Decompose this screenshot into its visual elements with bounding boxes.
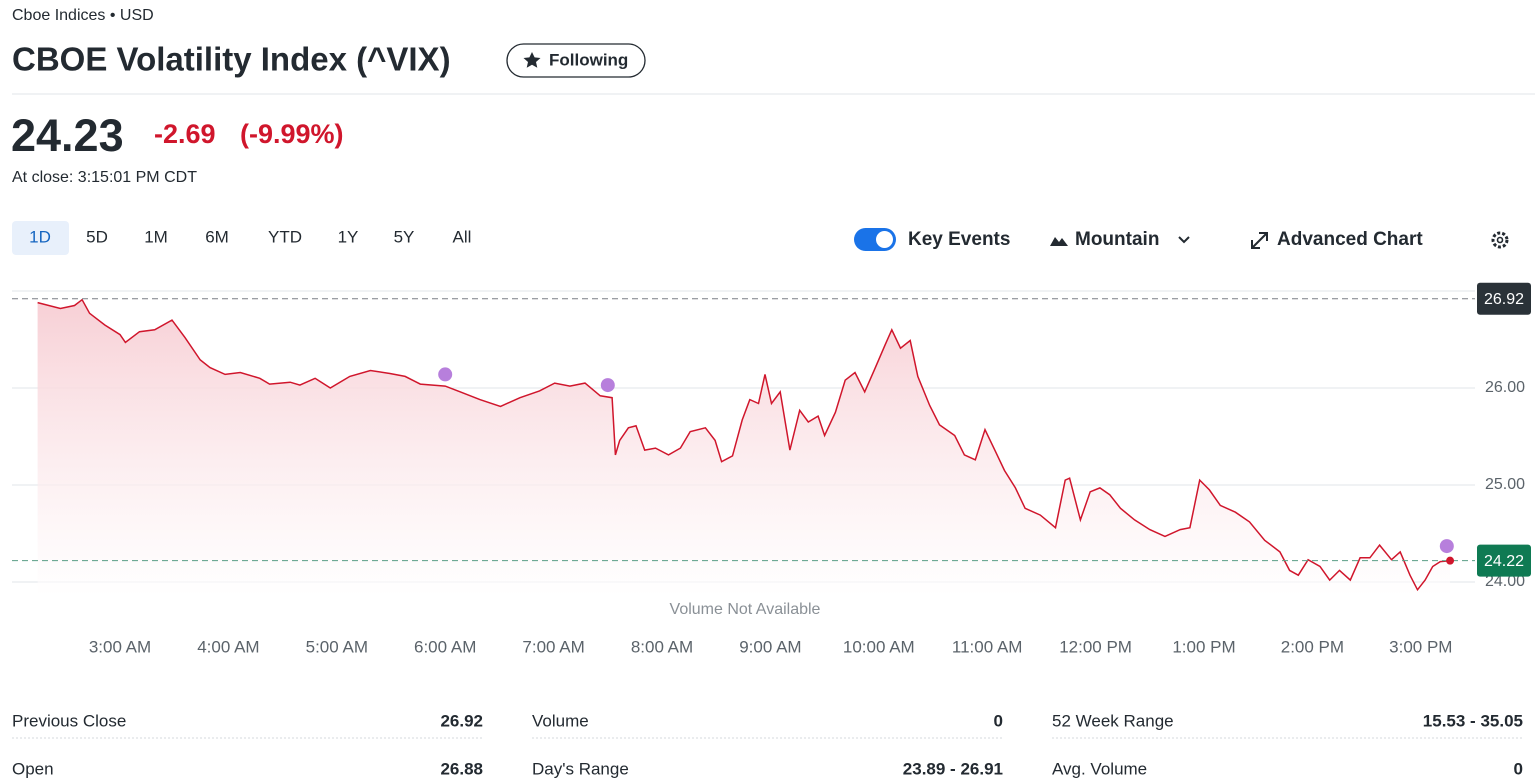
previous-close-badge	[1477, 282, 1531, 315]
x-tick-label: 6:00 AM	[414, 637, 476, 656]
range-tab[interactable]: 1Y	[338, 227, 359, 246]
change: -2.69	[154, 119, 216, 149]
close-time: At close: 3:15:01 PM CDT	[12, 169, 197, 186]
last-price-label: 24.22	[1484, 553, 1524, 570]
x-tick-label: 5:00 AM	[306, 637, 368, 656]
range-tab[interactable]: 1M	[144, 227, 168, 246]
chevron	[1178, 236, 1190, 244]
range-tab[interactable]: 6M	[205, 227, 229, 246]
price: 24.23	[11, 110, 124, 161]
x-tick-label: 2:00 PM	[1281, 637, 1344, 656]
stat-value: 26.88	[440, 759, 483, 778]
stat-label: Avg. Volume	[1052, 759, 1147, 778]
chart: 24.00 25.00 26.00 3:00 AM 4:00 AM 5:00 AM 6:00…	[12, 282, 1531, 656]
stat-label: Previous Close	[12, 711, 126, 730]
range-tab[interactable]: YTD	[268, 227, 302, 246]
y-tick-label: 26.00	[1485, 379, 1525, 396]
stat-label: Day's Range	[532, 759, 629, 778]
annotation: Volume Not Available	[670, 601, 821, 618]
advanced-chart[interactable]: Advanced Chart	[1277, 229, 1423, 250]
range-tab[interactable]: All	[453, 227, 472, 246]
range-tab[interactable]: 5Y	[394, 227, 415, 246]
price-line	[37, 298, 1451, 592]
key-event[interactable]	[1439, 539, 1454, 554]
x-tick-label: 7:00 AM	[522, 637, 584, 656]
gear-outer[interactable]	[1491, 231, 1509, 249]
stat-label: Volume	[532, 711, 589, 730]
area	[37, 299, 1451, 597]
mountain-icon	[1050, 237, 1068, 246]
x-tick-label: 10:00 AM	[843, 637, 915, 656]
x-tick-label: 12:00 PM	[1059, 637, 1132, 656]
key-events[interactable]: Key Events	[908, 229, 1010, 250]
key-event[interactable]	[438, 367, 453, 382]
x-tick-label: 8:00 AM	[631, 637, 693, 656]
range-selected	[12, 221, 69, 255]
stat-value: 26.92	[440, 711, 483, 730]
stat-label: Open	[12, 759, 54, 778]
x-tick-label: 11:00 AM	[952, 637, 1023, 656]
stat-value: 0	[994, 711, 1003, 730]
exchange: Cboe Indices • USD	[12, 7, 154, 24]
toggle-knob	[876, 231, 893, 248]
title: CBOE Volatility Index (^VIX)	[12, 41, 451, 78]
x-tick-label: 3:00 AM	[89, 637, 151, 656]
last-point	[1446, 556, 1455, 565]
change-percent: (-9.99%)	[240, 119, 344, 149]
key-event[interactable]	[600, 378, 615, 393]
last-price-badge	[1477, 544, 1531, 577]
x-tick-label: 1:00 PM	[1172, 637, 1235, 656]
stats: Previous Close 26.92 Open 26.88 Volume 0 Day's…	[12, 711, 1523, 778]
range-tab[interactable]: 1D	[29, 227, 51, 246]
x-tick-label: 4:00 AM	[197, 637, 259, 656]
stat-value: 23.89 - 26.91	[903, 759, 1003, 778]
stat-value: 0	[1514, 759, 1523, 778]
gear-inner	[1496, 236, 1504, 244]
range-tab[interactable]: 5D	[86, 227, 108, 246]
x-tick-label: 9:00 AM	[739, 637, 801, 656]
y-tick-label: 25.00	[1485, 476, 1525, 493]
follow-button[interactable]	[506, 43, 646, 78]
range-tabs: 1D 5D 1M 6M YTD 1Y 5Y All	[29, 227, 471, 246]
chart-style[interactable]: Mountain	[1075, 229, 1159, 250]
previous-close-label: 26.92	[1484, 291, 1524, 308]
star-icon	[523, 52, 541, 68]
stat-label: 52 Week Range	[1052, 711, 1174, 730]
x-tick-label: 3:00 PM	[1389, 637, 1452, 656]
follow-label[interactable]: Following	[549, 50, 628, 69]
y-tick-label: 24.00	[1485, 573, 1525, 590]
expand-icon	[1251, 232, 1268, 249]
stat-value: 15.53 - 35.05	[1423, 711, 1523, 730]
